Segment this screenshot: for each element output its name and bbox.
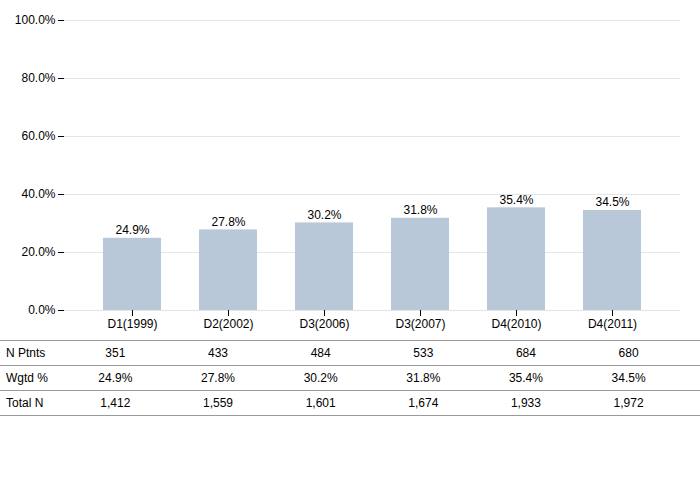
- html-text:35.4%: 35.4%: [508, 371, 543, 385]
- html-text:Wgtd %: Wgtd %: [6, 371, 48, 385]
- html-text:1,601: 1,601: [305, 396, 336, 410]
- html-text:24.9%: 24.9%: [98, 371, 133, 385]
- html-text:533: 533: [413, 346, 434, 360]
- html-text:1,933: 1,933: [510, 396, 541, 410]
- svg-text:24.9%: 24.9%: [115, 223, 149, 237]
- svg-text:34.5%: 34.5%: [595, 195, 629, 209]
- svg-text:D1(1999): D1(1999): [107, 317, 157, 331]
- html-text:27.8%: 27.8%: [201, 371, 235, 385]
- svg-text:20.0%: 20.0%: [21, 245, 55, 259]
- svg-text:D4(2011): D4(2011): [588, 317, 637, 331]
- svg-text:40.0%: 40.0%: [21, 187, 55, 201]
- html-text:684: 684: [515, 346, 536, 360]
- svg-text:35.4%: 35.4%: [499, 193, 533, 207]
- svg-text:D4(2010): D4(2010): [491, 317, 541, 331]
- svg-text:27.8%: 27.8%: [211, 215, 245, 229]
- html-text:34.5%: 34.5%: [611, 371, 646, 385]
- html-text:31.8%: 31.8%: [406, 371, 441, 385]
- html-text:1,559: 1,559: [203, 396, 233, 410]
- html-text:30.2%: 30.2%: [303, 371, 338, 385]
- html-text:484: 484: [310, 346, 331, 360]
- html-text:1,412: 1,412: [100, 396, 131, 410]
- svg-text:100.0%: 100.0%: [15, 13, 56, 27]
- html-text:680: 680: [618, 346, 639, 360]
- svg-text:60.0%: 60.0%: [21, 129, 55, 143]
- svg-text:31.8%: 31.8%: [403, 203, 437, 217]
- svg-text:D3(2006): D3(2006): [299, 317, 349, 331]
- svg-text:0.0%: 0.0%: [28, 303, 56, 317]
- html-text:1,972: 1,972: [613, 396, 644, 410]
- svg-text:80.0%: 80.0%: [21, 71, 55, 85]
- html-text:N Ptnts: N Ptnts: [6, 346, 46, 360]
- svg-text:30.2%: 30.2%: [307, 208, 341, 222]
- svg-text:D2(2002): D2(2002): [203, 317, 253, 331]
- html-text:Total N: Total N: [6, 396, 44, 410]
- html-text:1,674: 1,674: [408, 396, 439, 410]
- html-text:433: 433: [208, 346, 228, 360]
- html-text:351: 351: [105, 346, 126, 360]
- svg-text:D3(2007): D3(2007): [395, 317, 445, 331]
